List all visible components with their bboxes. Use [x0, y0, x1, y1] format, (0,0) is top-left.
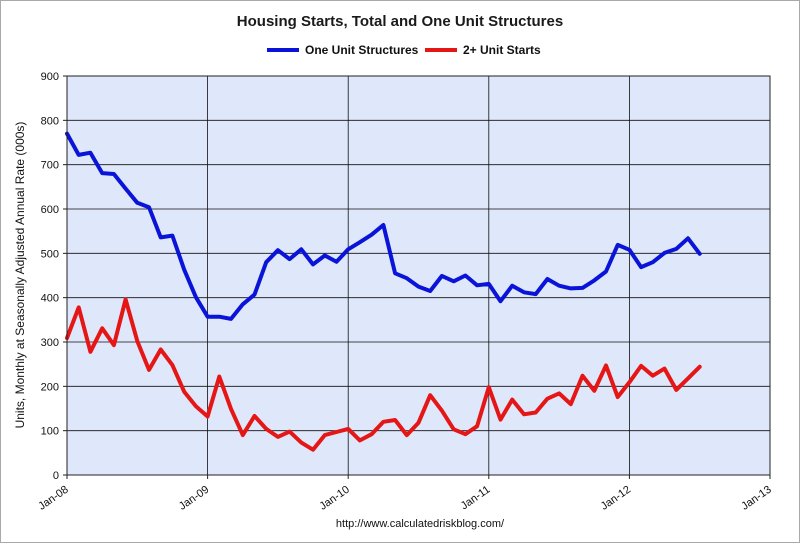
grid-lines: [67, 76, 770, 475]
y-tick-label: 0: [53, 470, 59, 482]
x-tick-label: Jan-12: [599, 484, 633, 513]
y-axis-ticks: 0 100 200 300 400 500 600 700 800 900: [41, 71, 67, 482]
y-tick-label: 500: [41, 248, 59, 260]
series-layer: [65, 131, 702, 452]
y-axis-label: Units, Monthly at Seasonally Adjusted An…: [13, 122, 27, 429]
y-tick-label: 400: [41, 293, 59, 305]
y-tick-label: 700: [41, 160, 59, 172]
series-line-multi-unit: [65, 297, 702, 452]
x-tick-label: Jan-09: [177, 484, 211, 513]
series-line-one-unit: [65, 131, 702, 321]
y-tick-label: 800: [41, 115, 59, 127]
legend-label-one-unit: One Unit Structures: [305, 43, 419, 57]
plot-border: [66, 75, 771, 476]
y-tick-label: 200: [41, 381, 59, 393]
plot-area: [67, 76, 770, 475]
legend-label-multi-unit: 2+ Unit Starts: [463, 43, 541, 57]
y-tick-label: 900: [41, 71, 59, 83]
x-tick-label: Jan-11: [459, 484, 493, 513]
chart-title: Housing Starts, Total and One Unit Struc…: [237, 13, 563, 30]
x-tick-label: Jan-10: [317, 484, 351, 513]
legend: One Unit Structures 2+ Unit Starts: [267, 43, 541, 57]
x-tick-label: Jan-13: [739, 484, 773, 513]
x-tick-label: Jan-08: [36, 484, 70, 513]
y-tick-label: 300: [41, 337, 59, 349]
x-axis-ticks: Jan-08 Jan-09 Jan-10 Jan-11 Jan-12 Jan-13: [36, 475, 774, 513]
source-url: http://www.calculatedriskblog.com/: [336, 518, 505, 530]
y-tick-label: 100: [41, 426, 59, 438]
y-tick-label: 600: [41, 204, 59, 216]
